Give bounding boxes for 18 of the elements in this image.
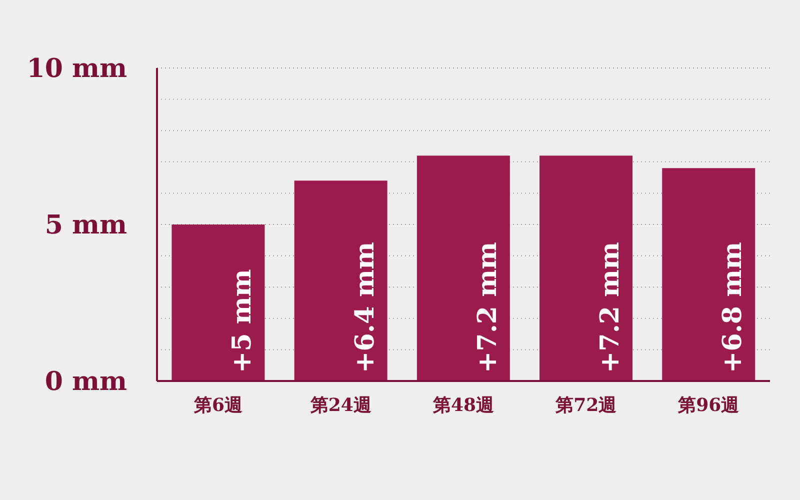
x-tick-label: 第48週 — [432, 395, 494, 416]
x-tick-label: 第24週 — [309, 395, 372, 416]
x-tick-label: 第96週 — [677, 395, 740, 416]
bar — [416, 156, 510, 381]
bar — [294, 180, 388, 381]
data-label: +5 mm — [228, 269, 258, 373]
x-tick-label: 第72週 — [554, 395, 617, 416]
data-label: +7.2 mm — [472, 242, 503, 373]
x-tick-label: 第6週 — [193, 395, 243, 416]
y-tick-label: 10 mm — [26, 54, 127, 84]
y-tick-label: 0 mm — [44, 367, 127, 397]
y-tick-label: 5 mm — [44, 210, 127, 240]
bar — [662, 168, 756, 381]
data-label: +7.2 mm — [596, 242, 626, 373]
bar — [540, 156, 633, 381]
data-label: +6.8 mm — [718, 242, 748, 373]
data-label: +6.4 mm — [350, 242, 380, 373]
bar — [172, 224, 265, 381]
